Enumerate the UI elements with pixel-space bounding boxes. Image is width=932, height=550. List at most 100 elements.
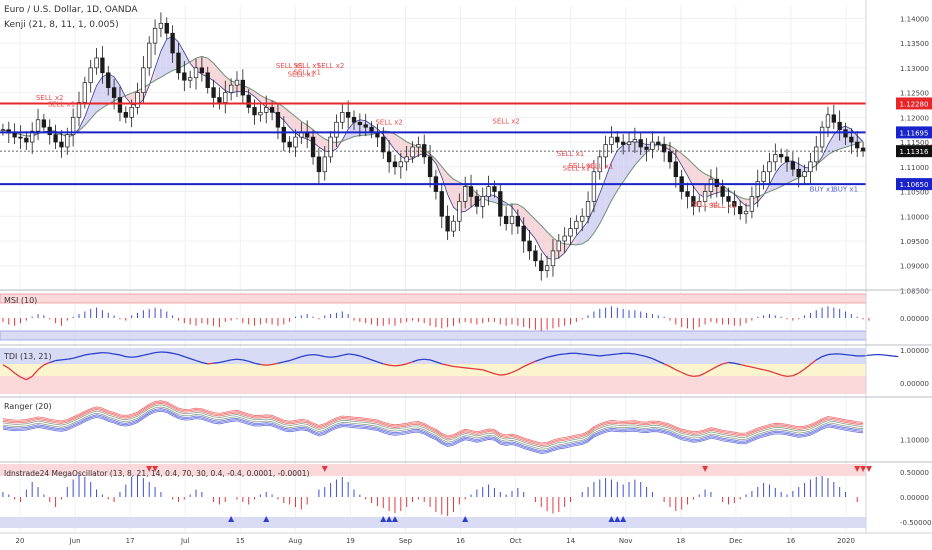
candle-body <box>585 201 591 217</box>
price-level-tag <box>896 178 932 191</box>
tdi-line-segment <box>658 360 665 365</box>
tdi-line-segment <box>593 354 600 357</box>
tdi-line-segment <box>552 353 559 357</box>
tdi-line-segment <box>49 359 56 364</box>
oscillator-sell-marker <box>152 466 159 472</box>
cloud-segment <box>125 93 132 105</box>
cloud-segment <box>523 207 530 232</box>
tdi-line-segment <box>225 359 232 362</box>
cloud-segment <box>348 122 355 139</box>
candle-body <box>778 154 784 158</box>
candle-body <box>632 139 638 143</box>
ranger-panel[interactable]: Ranger (20) <box>2 400 864 454</box>
candle-body <box>591 171 597 202</box>
oscillator-sell-marker <box>860 466 867 472</box>
tdi-line-segment <box>535 358 542 362</box>
tdi-line-segment <box>435 361 442 365</box>
cloud-segment <box>599 178 606 224</box>
x-tick-label: 2020 <box>837 537 855 545</box>
candle-body <box>422 144 427 158</box>
candle-body <box>176 52 181 74</box>
candle-body <box>65 134 70 148</box>
tdi-line-segment <box>207 362 214 365</box>
candle-body <box>287 141 292 148</box>
x-tick-label: Sep <box>399 537 413 545</box>
candle-body <box>24 137 29 143</box>
tdi-line-segment <box>184 355 191 360</box>
cloud-segment <box>84 100 91 126</box>
tdi-line-segment <box>652 357 659 362</box>
tdi-line-segment <box>254 362 261 366</box>
tdi-panel[interactable]: TDI (13, 21) <box>0 348 899 394</box>
candle-body <box>445 215 450 232</box>
tdi-line-segment <box>751 366 758 370</box>
tdi-line-segment <box>31 369 39 377</box>
sell-signal-label: SELL x1 <box>276 62 304 70</box>
candle-body <box>152 27 158 44</box>
candle-body <box>111 87 117 98</box>
tdi-line-segment <box>845 353 852 356</box>
x-tick-label: 16 <box>786 537 795 545</box>
tdi-line-segment <box>55 359 62 362</box>
oscillator-panel[interactable]: Idnstrade24 MegaOscillator (13, 8, 21, 1… <box>0 464 872 528</box>
cloud-segment <box>248 87 255 97</box>
ranger-title: Ranger (20) <box>4 402 52 411</box>
candle-body <box>860 147 866 152</box>
candle-body <box>123 112 128 118</box>
tdi-line-segment <box>231 358 238 361</box>
ranger-band-line <box>2 402 864 447</box>
candle-body <box>802 171 807 178</box>
tdi-y-tick-low: 0.00000 <box>900 380 929 388</box>
x-tick-label: 16 <box>456 537 465 545</box>
osc-lower-zone <box>0 517 866 528</box>
tdi-line-segment <box>389 364 396 367</box>
tdi-line-segment <box>868 353 875 356</box>
x-tick-label: Jun <box>69 537 81 545</box>
tdi-line-segment <box>67 357 74 360</box>
tdi-line-segment <box>798 368 805 374</box>
price-y-tick: 1.11000 <box>900 164 929 172</box>
tdi-line-segment <box>546 355 554 358</box>
candle-body <box>685 191 690 197</box>
candle-body <box>691 196 696 207</box>
price-y-tick: 1.14000 <box>900 15 929 23</box>
tdi-line-segment <box>236 358 243 361</box>
tdi-line-segment <box>476 368 483 371</box>
tdi-line-segment <box>108 352 115 355</box>
candle-body <box>819 126 825 148</box>
tdi-line-segment <box>424 358 431 361</box>
candle-body <box>457 201 462 222</box>
candle-body <box>796 168 801 178</box>
cloud-segment <box>447 173 454 208</box>
tdi-line-segment <box>14 372 21 378</box>
tdi-line-segment <box>663 363 671 368</box>
tdi-line-segment <box>149 352 156 355</box>
tdi-line-segment <box>353 353 361 357</box>
tdi-line-segment <box>447 364 454 368</box>
tdi-line-segment <box>716 363 723 368</box>
cloud-segment <box>400 137 407 160</box>
oscillator-sell-marker <box>854 466 861 472</box>
tdi-line-segment <box>365 357 372 361</box>
oscillator-buy-marker <box>614 516 621 522</box>
candle-body <box>170 32 175 54</box>
tdi-line-segment <box>740 363 747 367</box>
candle-body <box>322 156 327 173</box>
tdi-line-segment <box>400 363 407 366</box>
x-tick-label: 14 <box>566 537 575 545</box>
candle-body <box>258 112 263 116</box>
candle-body <box>0 129 6 132</box>
tdi-line-segment <box>599 354 606 357</box>
tdi-line-segment <box>453 365 460 368</box>
tdi-line-segment <box>219 360 226 364</box>
candle-body <box>474 196 480 207</box>
tdi-line-segment <box>734 362 741 366</box>
cloud-segment <box>389 131 395 150</box>
cloud-segment <box>769 173 776 192</box>
candle-body <box>363 124 368 128</box>
price-level-tag <box>896 97 932 110</box>
cloud-segment <box>383 131 390 143</box>
tdi-line-segment <box>201 361 208 365</box>
tdi-line-segment <box>90 352 97 355</box>
